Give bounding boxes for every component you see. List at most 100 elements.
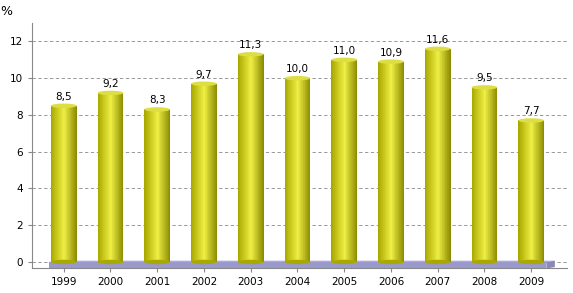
Polygon shape [472,87,473,262]
Polygon shape [100,93,101,262]
Polygon shape [442,49,443,262]
Polygon shape [331,60,332,262]
Polygon shape [165,110,166,262]
Polygon shape [241,54,242,262]
Polygon shape [150,110,151,262]
Polygon shape [476,87,477,262]
Polygon shape [491,87,492,262]
Polygon shape [526,120,527,262]
Polygon shape [343,60,344,262]
Polygon shape [525,120,526,262]
Polygon shape [103,93,104,262]
Polygon shape [108,93,109,262]
Polygon shape [437,49,438,262]
Polygon shape [242,54,243,262]
Polygon shape [201,84,202,262]
Polygon shape [193,84,194,262]
Polygon shape [387,62,388,262]
Polygon shape [334,60,335,262]
Polygon shape [482,87,483,262]
Ellipse shape [285,260,311,264]
Polygon shape [53,106,54,262]
Polygon shape [485,87,486,262]
Polygon shape [153,110,154,262]
Polygon shape [289,78,290,262]
Polygon shape [258,54,259,262]
Polygon shape [492,87,493,262]
Text: 11,6: 11,6 [426,35,449,45]
Polygon shape [213,84,214,262]
Polygon shape [342,60,343,262]
Polygon shape [116,93,117,262]
Polygon shape [425,49,426,262]
Polygon shape [155,110,156,262]
Polygon shape [169,110,170,262]
Polygon shape [63,106,64,262]
Polygon shape [68,106,69,262]
Polygon shape [207,84,208,262]
Ellipse shape [519,118,544,123]
Polygon shape [433,49,434,262]
Polygon shape [250,54,251,262]
Text: 8,3: 8,3 [149,96,166,105]
Polygon shape [168,110,169,262]
Polygon shape [69,106,70,262]
Polygon shape [379,62,380,262]
Polygon shape [295,78,296,262]
Polygon shape [447,49,448,262]
Ellipse shape [519,260,544,264]
Polygon shape [341,60,342,262]
Polygon shape [253,54,254,262]
Polygon shape [197,84,198,262]
Polygon shape [259,54,260,262]
Polygon shape [105,93,106,262]
Ellipse shape [472,260,497,264]
Polygon shape [148,110,149,262]
Polygon shape [535,120,536,262]
Polygon shape [332,60,333,262]
Polygon shape [263,54,264,262]
Polygon shape [449,49,450,262]
Polygon shape [439,49,440,262]
Polygon shape [542,120,543,262]
Polygon shape [520,120,521,262]
Ellipse shape [144,107,170,112]
Polygon shape [154,110,155,262]
Polygon shape [537,120,538,262]
Polygon shape [156,110,157,262]
Polygon shape [261,54,262,262]
Polygon shape [388,62,389,262]
Polygon shape [72,106,73,262]
Polygon shape [428,49,429,262]
Polygon shape [160,110,161,262]
Polygon shape [244,54,245,262]
Ellipse shape [51,260,77,264]
Polygon shape [534,120,535,262]
Polygon shape [444,49,445,262]
Polygon shape [345,60,346,262]
Polygon shape [144,110,145,262]
Polygon shape [106,93,107,262]
Polygon shape [427,49,428,262]
Polygon shape [251,54,252,262]
Ellipse shape [144,260,170,264]
Polygon shape [438,49,439,262]
Polygon shape [299,78,300,262]
Polygon shape [157,110,158,262]
Polygon shape [483,87,484,262]
Text: 11,3: 11,3 [239,40,262,50]
Polygon shape [194,84,195,262]
Polygon shape [115,93,116,262]
Polygon shape [73,106,74,262]
Polygon shape [240,54,241,262]
Polygon shape [246,54,247,262]
Polygon shape [110,93,111,262]
Polygon shape [191,84,192,262]
Polygon shape [245,54,246,262]
Polygon shape [206,84,207,262]
Polygon shape [254,54,255,262]
Polygon shape [402,62,403,262]
Polygon shape [488,87,489,262]
Polygon shape [389,62,390,262]
Polygon shape [398,62,399,262]
